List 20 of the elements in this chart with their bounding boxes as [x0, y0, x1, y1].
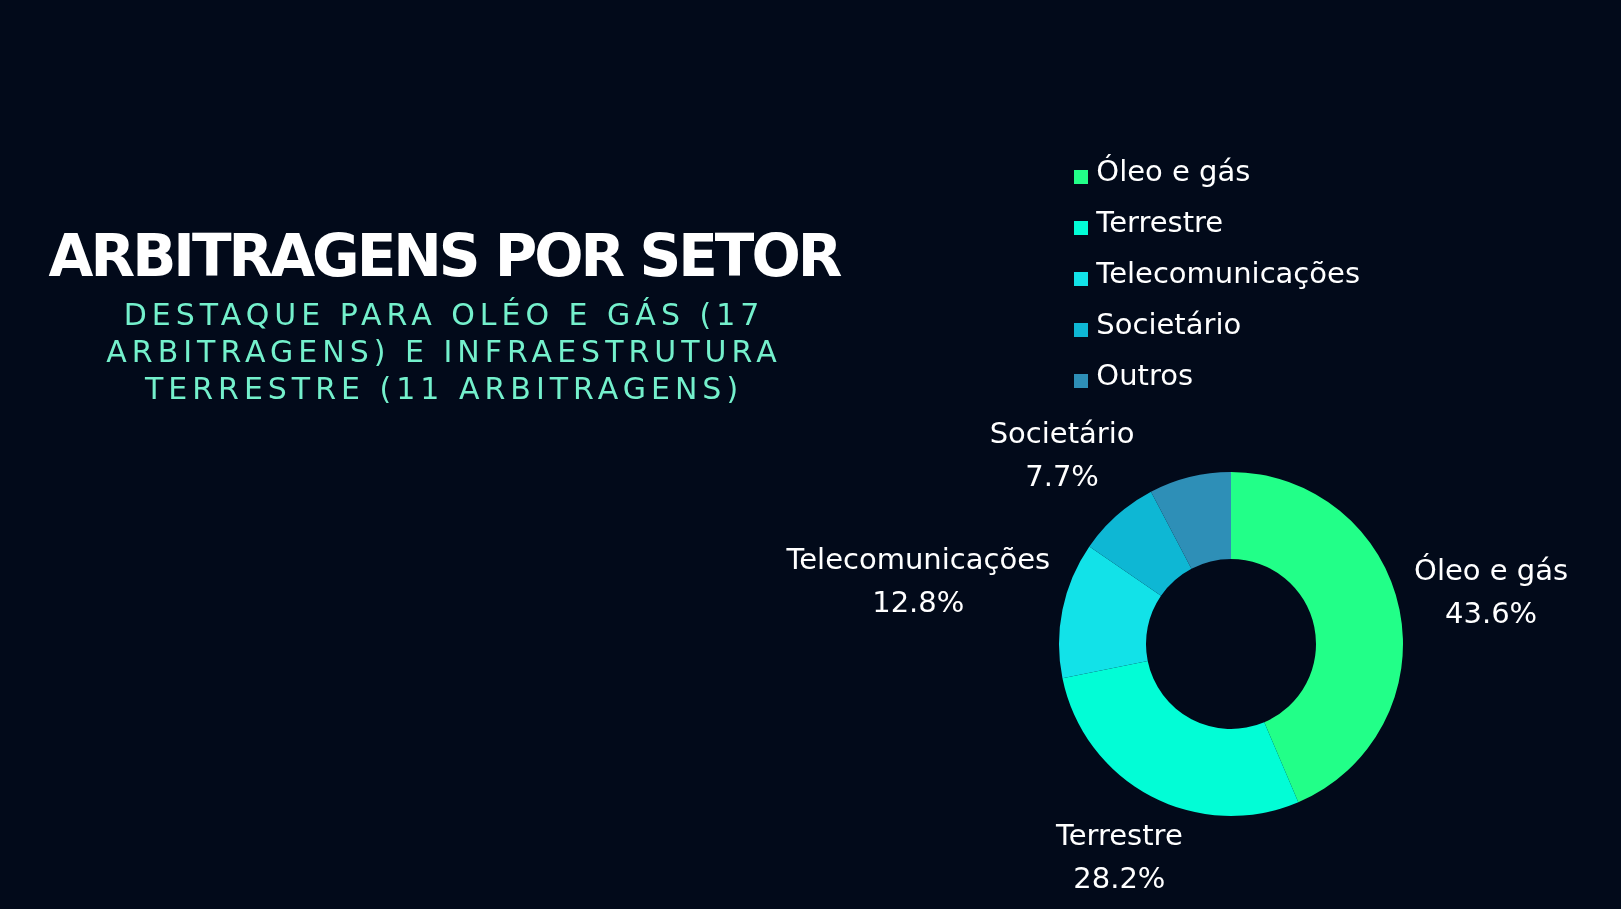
data-label: 28.2%: [1073, 861, 1166, 896]
data-label: 12.8%: [872, 585, 965, 620]
donut-slice: [1062, 660, 1299, 816]
data-label: 7.7%: [1025, 458, 1099, 493]
data-label: 43.6%: [1445, 595, 1538, 630]
text: ARBITRAGENS POR SETOR: [47, 222, 841, 290]
donut-slice: [1089, 491, 1192, 596]
slice-label: Terrestre: [1054, 818, 1183, 853]
slice-label: Óleo e gás: [1414, 552, 1569, 587]
slice-label: Societário: [989, 415, 1135, 450]
donut-slice: [1059, 546, 1161, 679]
donut-slice: [1150, 472, 1231, 569]
legend-label: Telecomunicações: [1096, 256, 1360, 290]
donut-slice: [1231, 472, 1403, 803]
legend-label: Terrestre: [1096, 205, 1224, 239]
legend-label: Outros: [1096, 358, 1194, 392]
legend-label: Societário: [1096, 307, 1242, 341]
text: DESTAQUE PARA OLÉO E GÁS (17 ARBITRAGENS) E INFRAESTRUTURA TERRESTRE (11 ARBITRAGENS): [105, 296, 783, 407]
legend-label: Óleo e gás: [1096, 154, 1251, 188]
slice-label: Telecomunicações: [785, 542, 1051, 577]
